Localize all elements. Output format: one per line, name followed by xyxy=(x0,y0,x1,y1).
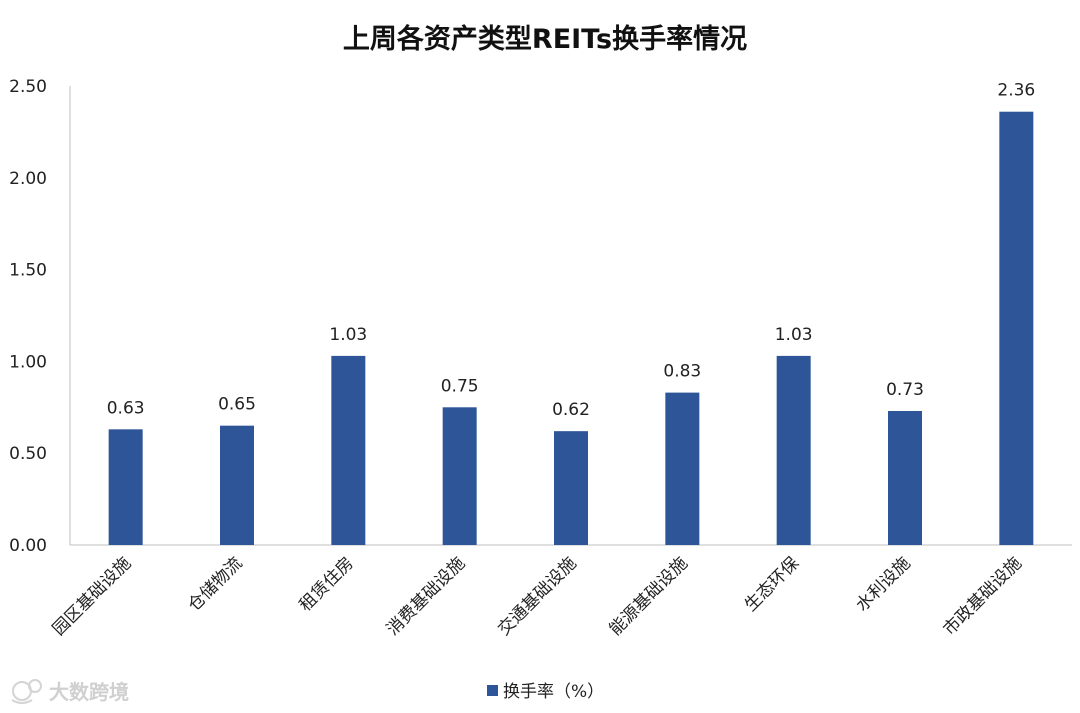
bar xyxy=(220,425,254,545)
data-label: 0.83 xyxy=(663,362,701,382)
y-tick-label: 0.00 xyxy=(9,536,47,556)
y-tick-label: 1.00 xyxy=(9,352,47,372)
bar xyxy=(665,392,700,545)
bar xyxy=(554,431,588,545)
bar xyxy=(108,429,143,545)
bar xyxy=(331,355,366,545)
data-label: 0.75 xyxy=(441,376,479,396)
y-tick-label: 1.50 xyxy=(9,261,47,281)
legend-label: 换手率（%） xyxy=(503,682,604,702)
data-label: 1.03 xyxy=(329,325,367,345)
category-label: 消费基础设施 xyxy=(383,553,469,639)
bar xyxy=(776,355,811,545)
legend: 换手率（%） xyxy=(487,682,604,702)
watermark-logo-icon xyxy=(11,679,42,704)
bar xyxy=(888,410,922,545)
bars xyxy=(108,111,1034,545)
data-label: 0.63 xyxy=(107,398,145,418)
category-label: 市政基础设施 xyxy=(940,553,1026,639)
y-tick-label: 2.00 xyxy=(9,169,47,189)
category-label: 交通基础设施 xyxy=(494,553,580,639)
y-axis-ticks: 0.00 0.50 1.00 1.50 2.00 2.50 xyxy=(9,77,47,556)
y-tick-label: 2.50 xyxy=(9,77,47,97)
data-label: 0.65 xyxy=(218,395,256,415)
category-label: 水利设施 xyxy=(852,553,914,615)
bar xyxy=(999,111,1034,545)
data-label: 0.62 xyxy=(552,400,590,420)
category-label: 租赁住房 xyxy=(296,553,358,615)
legend-swatch xyxy=(487,685,498,696)
category-label: 能源基础设施 xyxy=(606,553,692,639)
watermark: 大数跨境 xyxy=(11,679,129,704)
category-label: 仓储物流 xyxy=(184,553,246,615)
data-label: 0.73 xyxy=(886,380,924,400)
data-label: 2.36 xyxy=(997,81,1035,101)
data-labels: 0.63 0.65 1.03 0.75 0.62 0.83 1.03 0.73 2.36 xyxy=(107,81,1036,420)
chart-title: 上周各资产类型REITs换手率情况 xyxy=(343,23,747,55)
category-labels: 园区基础设施 仓储物流 租赁住房 消费基础设施 交通基础设施 能源基础设施 生态环保 水利设施… xyxy=(49,553,1026,639)
category-label: 生态环保 xyxy=(741,553,803,615)
data-label: 1.03 xyxy=(775,325,813,345)
bar xyxy=(442,407,477,545)
y-tick-label: 0.50 xyxy=(9,444,47,464)
watermark-text: 大数跨境 xyxy=(49,680,129,704)
category-label: 园区基础设施 xyxy=(49,553,135,639)
